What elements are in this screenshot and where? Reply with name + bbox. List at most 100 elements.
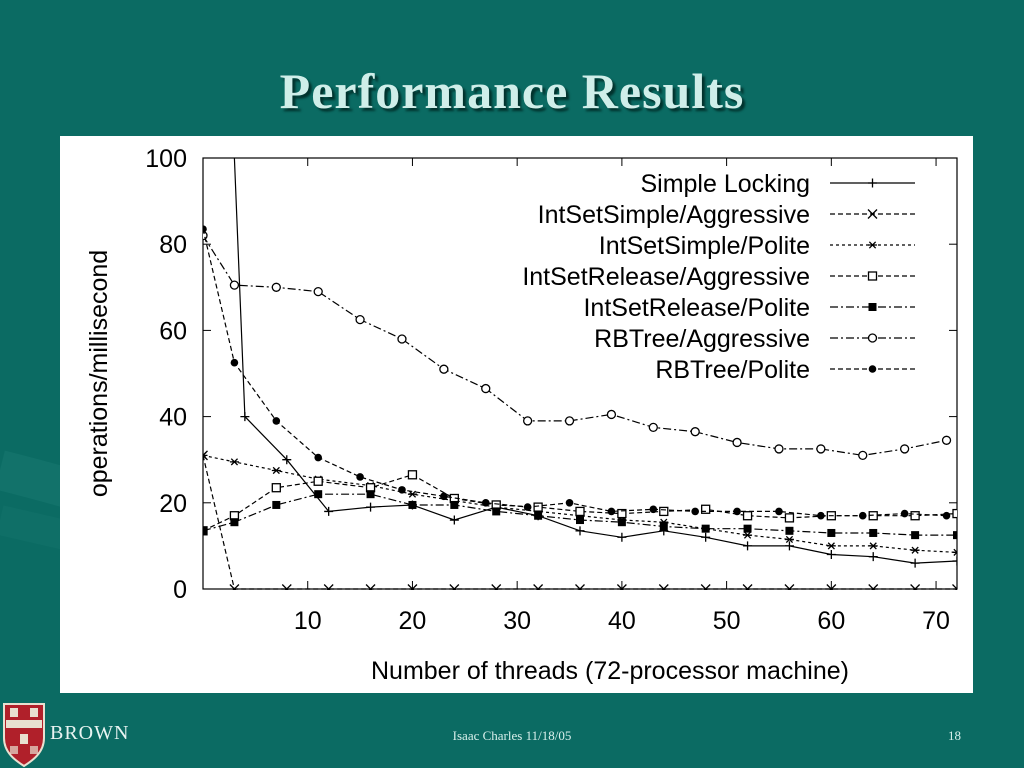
- data-point: [784, 513, 795, 523]
- data-point: [449, 515, 459, 525]
- data-point: [575, 584, 585, 590]
- series-6: [203, 230, 952, 461]
- data-point: [910, 584, 921, 590]
- data-point: [449, 584, 460, 590]
- data-point: [868, 552, 878, 562]
- legend-label: IntSetSimple/Aggressive: [538, 201, 810, 229]
- data-point: [701, 504, 711, 514]
- data-point: [229, 584, 240, 590]
- data-point: [743, 541, 753, 551]
- data-point: [533, 584, 544, 590]
- data-point: [564, 416, 575, 426]
- x-tick-label: 40: [608, 607, 636, 635]
- legend-marker: [868, 365, 877, 373]
- data-point: [691, 507, 699, 516]
- x-tick-label: 30: [503, 607, 531, 635]
- data-point: [203, 526, 207, 535]
- data-point: [659, 522, 668, 531]
- data-point: [817, 511, 825, 520]
- data-point: [481, 499, 490, 507]
- data-point: [952, 584, 957, 590]
- x-axis-label: Number of threads (72-processor machine): [371, 657, 849, 685]
- footer-author-date: Isaac Charles 11/18/05: [452, 728, 572, 743]
- series-4: [203, 470, 957, 536]
- data-point: [784, 584, 795, 590]
- data-point: [271, 466, 281, 475]
- data-point: [576, 516, 584, 525]
- legend-marker: [867, 333, 878, 343]
- data-point: [240, 412, 250, 422]
- y-tick-label: 40: [159, 404, 187, 432]
- data-point: [314, 453, 322, 462]
- x-tick-label: 10: [294, 607, 322, 635]
- data-point: [732, 437, 742, 448]
- logo-text: BROWN: [50, 722, 130, 744]
- legend-label: RBTree/Polite: [655, 356, 810, 384]
- y-tick-label: 20: [159, 490, 187, 518]
- data-point: [408, 500, 417, 509]
- series-7: [203, 225, 951, 520]
- data-point: [271, 483, 281, 493]
- data-point: [272, 500, 281, 509]
- data-point: [784, 541, 794, 551]
- data-point: [858, 511, 867, 520]
- data-point: [356, 473, 364, 481]
- y-tick-label: 60: [159, 317, 187, 345]
- data-point: [323, 584, 334, 590]
- data-point: [491, 584, 502, 590]
- data-point: [827, 528, 836, 537]
- data-point: [366, 502, 376, 512]
- x-tick-label: 50: [713, 607, 741, 635]
- series-3: [203, 451, 957, 556]
- performance-chart: 0 20 40 60 80 100 10 20 30 40 50 60 70 Number of thre…: [85, 145, 958, 685]
- data-point: [910, 511, 920, 521]
- data-point: [575, 506, 585, 517]
- data-point: [701, 532, 711, 542]
- slide-number: 18: [948, 728, 961, 743]
- data-point: [230, 358, 239, 367]
- data-point: [868, 584, 879, 590]
- data-point: [952, 508, 957, 519]
- data-point: [271, 282, 281, 292]
- legend-marker: [868, 178, 877, 188]
- data-point: [439, 364, 449, 374]
- legend: Simple Locking IntSetSimple/Aggressive Int…: [522, 170, 915, 384]
- x-tick-label: 60: [817, 607, 845, 635]
- data-point: [607, 507, 616, 516]
- data-point: [775, 507, 783, 516]
- data-point: [742, 584, 753, 590]
- series-2: [203, 450, 957, 590]
- data-point: [616, 584, 627, 590]
- data-point: [648, 422, 658, 433]
- data-point: [365, 584, 376, 590]
- data-point: [355, 314, 365, 325]
- data-point: [910, 558, 920, 568]
- data-point: [314, 490, 323, 499]
- data-point: [826, 584, 837, 590]
- data-point: [658, 584, 669, 590]
- data-point: [953, 531, 957, 540]
- data-point: [743, 524, 752, 533]
- data-point: [899, 444, 910, 454]
- data-point: [575, 526, 585, 536]
- data-point: [229, 280, 240, 290]
- data-point: [407, 584, 418, 590]
- data-point: [700, 584, 711, 590]
- data-point: [606, 409, 617, 420]
- data-point: [533, 502, 543, 512]
- data-point: [858, 450, 868, 461]
- brown-shield-logo: [3, 703, 45, 768]
- slide-title: Performance Results: [279, 63, 745, 119]
- data-point: [952, 548, 957, 556]
- legend-label: RBTree/Aggressive: [594, 325, 810, 353]
- data-point: [826, 550, 836, 560]
- chart-panel: 0 20 40 60 80 100 10 20 30 40 50 60 70 Number of thre…: [60, 136, 973, 693]
- data-point: [701, 524, 710, 533]
- data-point: [911, 531, 920, 540]
- data-point: [407, 470, 418, 480]
- data-point: [324, 506, 334, 516]
- data-point: [952, 556, 957, 566]
- data-point: [481, 383, 491, 394]
- data-point: [649, 505, 658, 514]
- data-point: [826, 542, 836, 550]
